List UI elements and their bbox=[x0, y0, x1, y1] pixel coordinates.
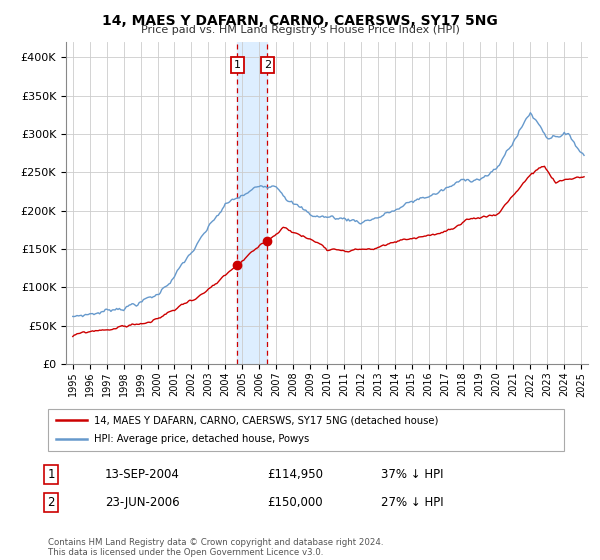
Text: Contains HM Land Registry data © Crown copyright and database right 2024.
This d: Contains HM Land Registry data © Crown c… bbox=[48, 538, 383, 557]
Text: 1: 1 bbox=[234, 60, 241, 70]
Text: 14, MAES Y DAFARN, CARNO, CAERSWS, SY17 5NG: 14, MAES Y DAFARN, CARNO, CAERSWS, SY17 … bbox=[102, 14, 498, 28]
Text: 27% ↓ HPI: 27% ↓ HPI bbox=[381, 496, 443, 509]
Text: 1: 1 bbox=[47, 468, 55, 481]
Text: £114,950: £114,950 bbox=[267, 468, 323, 481]
FancyBboxPatch shape bbox=[48, 409, 564, 451]
Text: Price paid vs. HM Land Registry's House Price Index (HPI): Price paid vs. HM Land Registry's House … bbox=[140, 25, 460, 35]
Text: 2: 2 bbox=[264, 60, 271, 70]
Text: 14, MAES Y DAFARN, CARNO, CAERSWS, SY17 5NG (detached house): 14, MAES Y DAFARN, CARNO, CAERSWS, SY17 … bbox=[94, 415, 439, 425]
Text: 13-SEP-2004: 13-SEP-2004 bbox=[105, 468, 180, 481]
Text: 2: 2 bbox=[47, 496, 55, 509]
Text: 37% ↓ HPI: 37% ↓ HPI bbox=[381, 468, 443, 481]
Text: 23-JUN-2006: 23-JUN-2006 bbox=[105, 496, 179, 509]
Text: £150,000: £150,000 bbox=[267, 496, 323, 509]
Bar bbox=[238, 42, 268, 364]
Text: HPI: Average price, detached house, Powys: HPI: Average price, detached house, Powy… bbox=[94, 435, 310, 445]
